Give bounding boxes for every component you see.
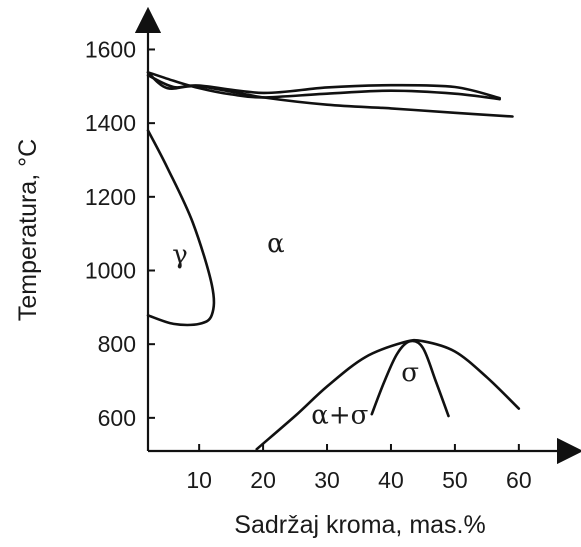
y-tick-label: 1400: [85, 110, 136, 136]
phase-region-label: α+σ: [311, 400, 368, 430]
phase-region-label: γ: [172, 240, 188, 270]
solidus-curve: [146, 71, 514, 118]
x-tick-label: 60: [506, 467, 532, 493]
y-tick-label: 800: [98, 331, 136, 357]
gamma-loop-curve: [146, 129, 216, 327]
phase-region-label: σ: [401, 358, 419, 388]
ticks: 10 20 30 40 50 60 600 800 1000 1200 1400 1600: [85, 36, 532, 493]
phase-labels: γ α σ α+σ: [172, 229, 419, 430]
x-tick-label: 30: [314, 467, 340, 493]
sigma-solvus-outer-curve: [255, 338, 521, 451]
y-tick-label: 1200: [85, 184, 136, 210]
x-tick-label: 50: [442, 467, 468, 493]
axes: [134, 6, 581, 465]
phase-region-label: α: [267, 229, 285, 259]
phase-curves: [146, 71, 521, 451]
x-axis-title: Sadržaj kroma, mas.%: [234, 511, 485, 539]
sigma-inner-curve: [370, 339, 450, 418]
x-tick-label: 20: [250, 467, 276, 493]
y-tick-label: 1600: [85, 36, 136, 62]
y-tick-label: 600: [98, 405, 136, 431]
y-tick-label: 1000: [85, 257, 136, 283]
x-tick-label: 10: [186, 467, 212, 493]
upper-branch-curve: [146, 74, 501, 100]
y-axis-title: Temperatura, °C: [14, 139, 42, 321]
x-tick-label: 40: [378, 467, 404, 493]
